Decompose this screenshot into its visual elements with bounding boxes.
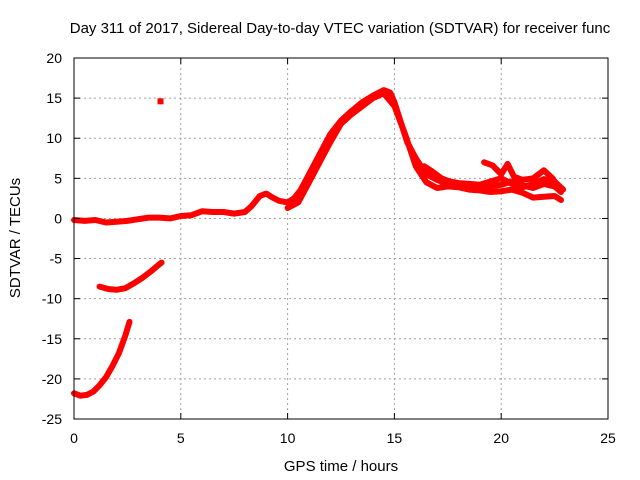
x-tick-label: 10 <box>280 430 296 446</box>
series-arc-minus-8 <box>96 259 165 293</box>
series-middle-branch <box>421 163 567 193</box>
y-tick-label: -10 <box>42 291 62 307</box>
chart-title: Day 311 of 2017, Sidereal Day-to-day VTE… <box>70 20 611 37</box>
series-outlier <box>157 98 164 105</box>
y-tick-label: 15 <box>46 90 62 106</box>
grid-layer <box>74 58 608 419</box>
x-tick-label: 15 <box>387 430 403 446</box>
x-tick-label: 5 <box>177 430 185 446</box>
plot-area <box>71 87 567 399</box>
x-tick-label: 20 <box>493 430 509 446</box>
y-tick-label: -5 <box>50 251 63 267</box>
y-tick-label: -20 <box>42 371 62 387</box>
y-tick-label: 20 <box>46 50 62 66</box>
y-axis-label: SDTVAR / TECUs <box>7 178 24 298</box>
series-upper-branch <box>481 159 564 194</box>
y-tick-label: 0 <box>54 210 62 226</box>
y-tick-label: -25 <box>42 411 62 427</box>
x-axis-label: GPS time / hours <box>284 458 398 475</box>
series-arc-minus-20 <box>71 318 133 399</box>
axis-ticks: 0 5 10 15 20 25 -25 -20 -15 -10 -5 0 5 10 15 20 <box>42 50 616 446</box>
x-tick-label: 0 <box>70 430 78 446</box>
y-tick-label: 10 <box>46 130 62 146</box>
y-tick-label: 5 <box>54 170 62 186</box>
plot-frame <box>73 57 609 420</box>
series-secondary-trace <box>284 90 564 211</box>
x-tick-label: 25 <box>600 430 616 446</box>
y-tick-label: -15 <box>42 331 62 347</box>
